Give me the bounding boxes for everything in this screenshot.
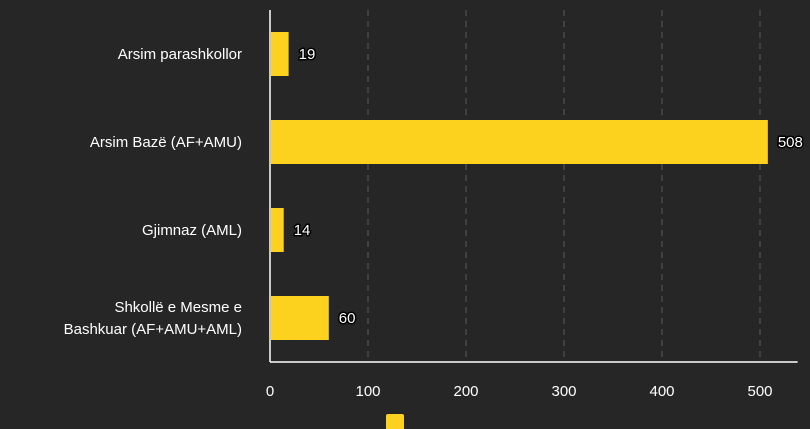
data-label: 14: [294, 222, 311, 239]
data-label: 508: [778, 134, 803, 151]
category-label: Bashkuar (AF+AMU+AML): [64, 321, 242, 338]
bar[interactable]: [271, 208, 284, 252]
bar[interactable]: [271, 120, 768, 164]
category-label: Shkollë e Mesme e: [114, 299, 242, 316]
x-tick-label-300: 300: [551, 383, 576, 400]
legend-swatch[interactable]: [386, 414, 404, 429]
data-label: 19: [299, 46, 316, 63]
x-tick-label-100: 100: [355, 383, 380, 400]
bar[interactable]: [271, 32, 289, 76]
category-label: Arsim parashkollor: [118, 46, 242, 63]
category-label: Arsim Bazë (AF+AMU): [90, 134, 242, 151]
x-tick-label-500: 500: [747, 383, 772, 400]
data-label: 60: [339, 310, 356, 327]
bar[interactable]: [271, 296, 329, 340]
x-tick-label-200: 200: [453, 383, 478, 400]
x-tick-label-400: 400: [649, 383, 674, 400]
x-tick-label-0: 0: [266, 383, 274, 400]
category-label: Gjimnaz (AML): [142, 222, 242, 239]
